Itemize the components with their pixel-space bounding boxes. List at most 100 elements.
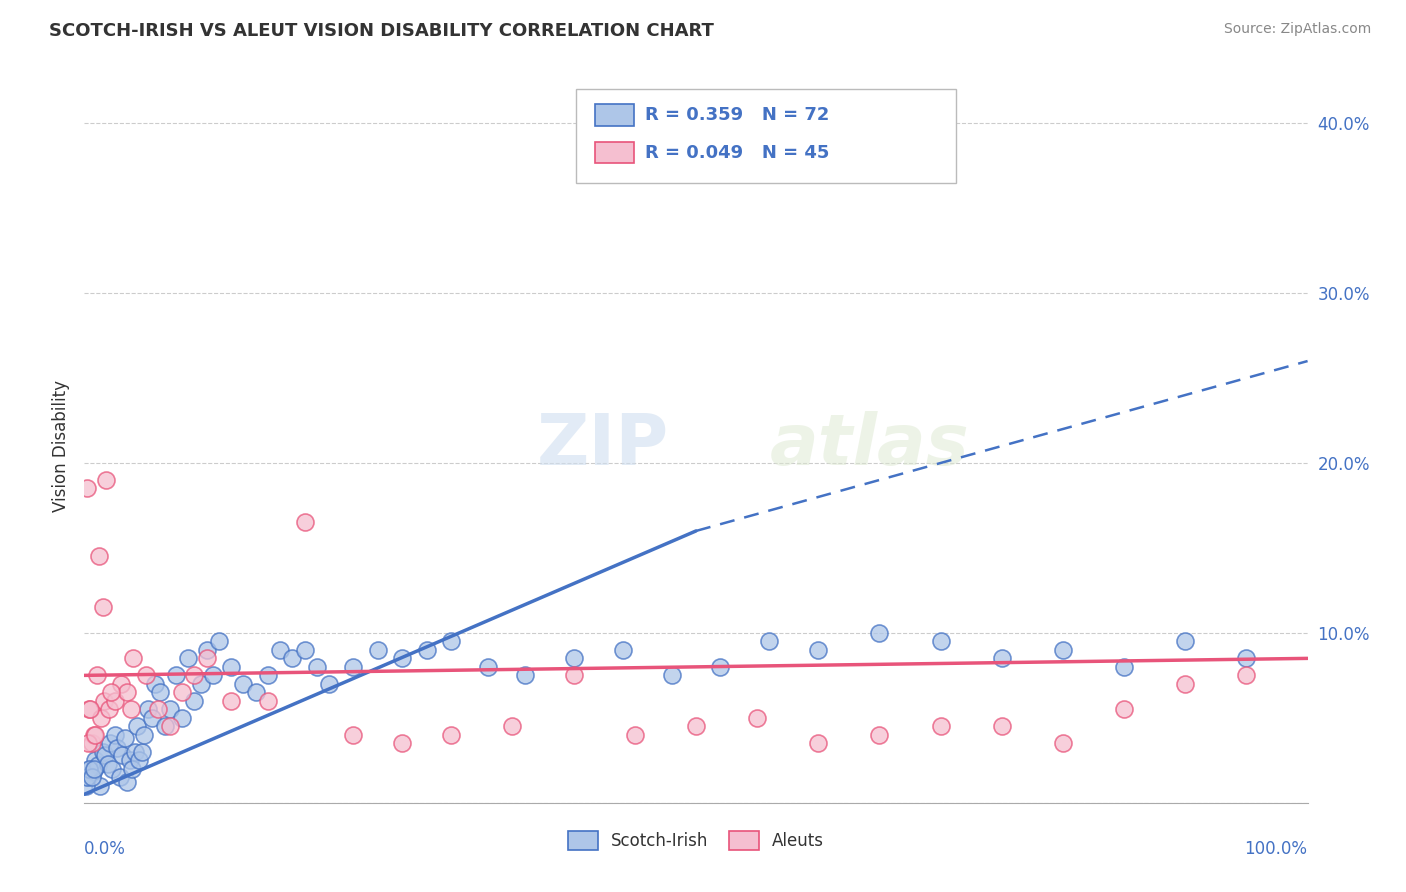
Point — [257, 668, 280, 682]
Point — [111, 748, 134, 763]
Text: R = 0.049   N = 45: R = 0.049 N = 45 — [645, 144, 830, 161]
Point — [94, 748, 117, 763]
Point — [135, 668, 157, 682]
Point — [97, 756, 120, 771]
Text: 0.0%: 0.0% — [84, 840, 127, 858]
Point — [93, 694, 115, 708]
Point — [709, 660, 731, 674]
Point — [440, 634, 463, 648]
Point — [195, 651, 218, 665]
Point — [87, 549, 110, 564]
Point — [114, 731, 136, 746]
Point — [97, 702, 120, 716]
Point — [294, 643, 316, 657]
Point — [807, 736, 830, 750]
Point — [440, 728, 463, 742]
Point — [1174, 677, 1197, 691]
Point — [121, 762, 143, 776]
Point — [257, 694, 280, 708]
Point — [80, 770, 103, 784]
Point — [100, 685, 122, 699]
Point — [115, 775, 138, 789]
Point — [83, 728, 105, 742]
Point — [758, 634, 780, 648]
Point — [118, 753, 141, 767]
Point — [80, 736, 103, 750]
Point — [183, 694, 205, 708]
Point — [128, 753, 150, 767]
Point — [89, 779, 111, 793]
Point — [929, 719, 952, 733]
Point — [1114, 702, 1136, 716]
Point — [869, 728, 891, 742]
Point — [96, 473, 118, 487]
Point — [125, 719, 148, 733]
Point — [105, 741, 128, 756]
Point — [98, 736, 121, 750]
Point — [367, 643, 389, 657]
Point — [245, 685, 267, 699]
Point — [165, 668, 187, 682]
Y-axis label: Vision Disability: Vision Disability — [52, 380, 70, 512]
Point — [1174, 634, 1197, 648]
Point — [136, 702, 159, 716]
Point — [342, 728, 364, 742]
Legend: Scotch-Irish, Aleuts: Scotch-Irish, Aleuts — [560, 822, 832, 859]
Point — [91, 600, 114, 615]
Point — [108, 770, 131, 784]
Point — [101, 762, 124, 776]
Text: atlas: atlas — [769, 411, 969, 481]
Point — [124, 745, 146, 759]
Point — [122, 651, 145, 665]
Point — [807, 643, 830, 657]
Point — [146, 702, 169, 716]
Point — [195, 643, 218, 657]
Point — [661, 668, 683, 682]
Point — [77, 762, 100, 776]
Point — [134, 728, 156, 742]
Point — [149, 685, 172, 699]
Point — [1236, 668, 1258, 682]
Point — [77, 702, 100, 716]
Point — [104, 694, 127, 708]
Point — [513, 668, 536, 682]
Point — [177, 651, 200, 665]
Point — [1052, 643, 1074, 657]
Point — [83, 762, 105, 776]
Point — [869, 626, 891, 640]
Point — [79, 702, 101, 716]
Point — [219, 660, 242, 674]
Point — [143, 677, 166, 691]
Point — [172, 685, 194, 699]
Point — [562, 651, 585, 665]
Point — [1052, 736, 1074, 750]
Point — [685, 719, 707, 733]
Point — [294, 516, 316, 530]
Point — [991, 719, 1014, 733]
Point — [1236, 651, 1258, 665]
Point — [232, 677, 254, 691]
Point — [120, 702, 142, 716]
Point — [84, 753, 107, 767]
Point — [305, 660, 328, 674]
Point — [90, 711, 112, 725]
Point — [219, 694, 242, 708]
Point — [159, 719, 181, 733]
Point — [747, 711, 769, 725]
Point — [318, 677, 340, 691]
Point — [929, 634, 952, 648]
Point — [104, 728, 127, 742]
Point — [624, 728, 647, 742]
Point — [77, 736, 100, 750]
Point — [110, 677, 132, 691]
Point — [79, 762, 101, 776]
Point — [141, 711, 163, 725]
Text: SCOTCH-IRISH VS ALEUT VISION DISABILITY CORRELATION CHART: SCOTCH-IRISH VS ALEUT VISION DISABILITY … — [49, 22, 714, 40]
Point — [502, 719, 524, 733]
Text: Source: ZipAtlas.com: Source: ZipAtlas.com — [1223, 22, 1371, 37]
Point — [391, 736, 413, 750]
Text: 100.0%: 100.0% — [1244, 840, 1308, 858]
Text: R = 0.359   N = 72: R = 0.359 N = 72 — [645, 106, 830, 124]
Text: ZIP: ZIP — [537, 411, 669, 481]
Point — [208, 634, 231, 648]
